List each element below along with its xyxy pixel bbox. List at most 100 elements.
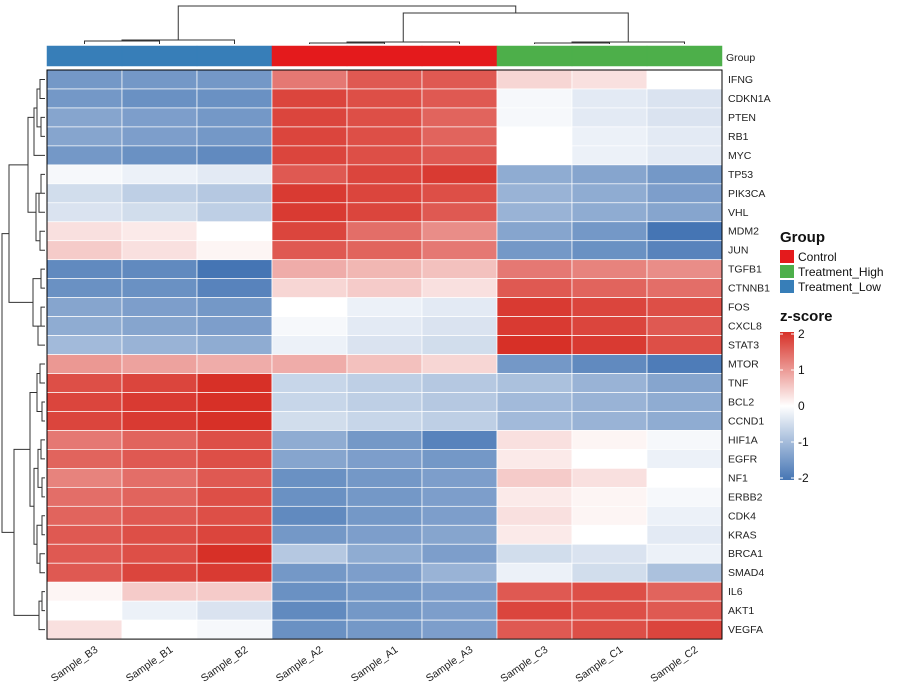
group-legend-swatch [780, 250, 794, 263]
heatmap-cell [646, 430, 723, 450]
heatmap-cell [646, 183, 723, 204]
heatmap-cell [46, 430, 123, 450]
heatmap-cell [346, 202, 423, 223]
heatmap-cell [196, 316, 273, 336]
heatmap-cell [421, 240, 498, 261]
heatmap-cell [421, 145, 498, 166]
heatmap-cell [571, 600, 648, 621]
heatmap-cell [196, 240, 273, 261]
heatmap-cell [196, 449, 273, 469]
heatmap-cell [196, 430, 273, 450]
heatmap-cell [646, 240, 723, 261]
heatmap-cell [121, 543, 198, 564]
heatmap-cell [346, 619, 423, 640]
heatmap-cell [46, 107, 123, 128]
heatmap-cell [46, 145, 123, 166]
heatmap-cell [196, 411, 273, 431]
heatmap-cell [121, 505, 198, 526]
heatmap-cell [271, 411, 348, 431]
heatmap-cell [496, 297, 573, 317]
heatmap-cell [496, 126, 573, 147]
heatmap-cell [646, 486, 723, 507]
heatmap-cell [346, 107, 423, 128]
group-legend-swatch [780, 280, 794, 293]
heatmap-cell [196, 581, 273, 602]
row-label: RB1 [728, 131, 749, 143]
heatmap-cell [196, 468, 273, 488]
heatmap-cell [271, 468, 348, 488]
heatmap-cell [571, 354, 648, 374]
heatmap-cell [271, 88, 348, 109]
heatmap-cell [571, 411, 648, 431]
heatmap-cell [346, 88, 423, 109]
heatmap-cell [121, 107, 198, 128]
row-label: MTOR [728, 359, 759, 371]
heatmap-cell [271, 183, 348, 204]
heatmap-cell [496, 373, 573, 393]
heatmap-cell [496, 354, 573, 374]
heatmap-cell [271, 373, 348, 393]
heatmap-cell [46, 316, 123, 336]
group-bar-cell [346, 45, 423, 67]
heatmap-cell [646, 202, 723, 223]
heatmap-cell [646, 468, 723, 488]
heatmap-cell [121, 524, 198, 545]
row-label: JUN [728, 245, 748, 257]
heatmap-cell [346, 354, 423, 374]
heatmap-cell [271, 126, 348, 147]
heatmap-cell [421, 392, 498, 412]
group-bar-cell [646, 45, 723, 67]
heatmap-cell [346, 581, 423, 602]
heatmap-cell [496, 240, 573, 261]
heatmap-cell [121, 600, 198, 621]
heatmap-cell [196, 354, 273, 374]
heatmap-cell [421, 278, 498, 298]
colorbar-tick-label: 2 [798, 327, 805, 341]
heatmap-cell [496, 562, 573, 583]
heatmap-cell [46, 562, 123, 583]
heatmap-cell [196, 278, 273, 298]
heatmap-cell [646, 600, 723, 621]
heatmap-cell [646, 505, 723, 526]
heatmap-cell [571, 543, 648, 564]
heatmap-cell [346, 240, 423, 261]
row-label: AKT1 [728, 605, 754, 617]
heatmap-cell [196, 297, 273, 317]
column-dendrogram-branches [84, 5, 685, 44]
row-label: CXCL8 [728, 321, 762, 333]
heatmap-cell [271, 392, 348, 412]
column-label: Sample_B3 [49, 644, 100, 685]
group-bar-label: Group [726, 52, 755, 64]
heatmap-cell [46, 468, 123, 488]
heatmap-cell [121, 164, 198, 185]
heatmap-cell [196, 562, 273, 583]
group-bar-cell [121, 45, 198, 67]
heatmap-cell [646, 107, 723, 128]
heatmap-cell [346, 69, 423, 90]
heatmap-cell [571, 297, 648, 317]
heatmap-cell [571, 468, 648, 488]
heatmap-cell [421, 107, 498, 128]
heatmap-cell [346, 486, 423, 507]
heatmap-cell [196, 392, 273, 412]
heatmap-cell [346, 145, 423, 166]
heatmap-cell [646, 581, 723, 602]
heatmap-cell [646, 164, 723, 185]
heatmap-cell [46, 297, 123, 317]
heatmap-cell [421, 221, 498, 242]
heatmap-cell [421, 543, 498, 564]
heatmap-cell [646, 297, 723, 317]
heatmap-cell [196, 145, 273, 166]
heatmap-cell [646, 259, 723, 280]
heatmap-cell [496, 259, 573, 280]
row-label: VEGFA [728, 624, 763, 636]
colorbar-gradient [780, 332, 794, 480]
heatmap-cell [421, 486, 498, 507]
heatmap-cell [646, 69, 723, 90]
column-dendrogram [84, 5, 685, 44]
heatmap-cell [571, 392, 648, 412]
heatmap-cell [271, 145, 348, 166]
row-label: TGFB1 [728, 264, 762, 276]
heatmap-cell [46, 392, 123, 412]
heatmap-cell [121, 145, 198, 166]
